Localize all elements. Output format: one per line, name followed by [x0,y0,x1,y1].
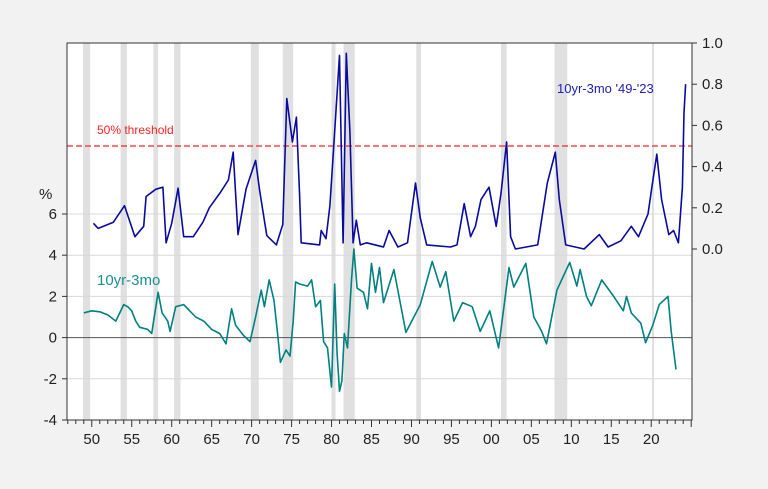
left-axis-tick-label: 4 [49,247,57,264]
recession-band [331,43,336,420]
plot-area [67,43,692,420]
x-axis-tick-label: 90 [403,431,420,448]
recession-band [343,43,355,420]
recession-band [416,43,422,420]
x-axis-tick-label: 20 [643,431,660,448]
recession-bands [82,43,655,420]
recession-band [652,43,655,420]
left-axis-tick-label: -2 [44,371,57,388]
x-axis-tick-label: 15 [603,431,620,448]
recession-band [153,43,159,420]
x-axis-tick-label: 05 [523,431,540,448]
x-axis-tick-label: 65 [203,431,220,448]
x-axis-tick-label: 95 [443,431,460,448]
recession-band [282,43,294,420]
x-axis-tick-label: 75 [283,431,300,448]
probability-line [92,52,687,250]
right-axis-tick-label: 0.8 [702,76,723,93]
x-axis-tick-label: 10 [563,431,580,448]
threshold-label: 50% threshold [97,123,174,137]
recession-band [500,43,507,420]
x-axis-tick-label: 00 [483,431,500,448]
x-axis-tick-label: 50 [83,431,100,448]
x-axis-tick-label: 70 [243,431,260,448]
series-lines [83,52,687,393]
recession-band [120,43,127,420]
left-axis-tick-label: 0 [49,330,57,347]
spread-line [83,248,677,393]
right-axis-tick-label: 0.4 [702,159,723,176]
x-axis-tick-label: 60 [163,431,180,448]
right-axis-tick-label: 0.0 [702,241,723,258]
x-axis-tick-label: 85 [363,431,380,448]
right-axis-tick-label: 1.0 [702,35,723,52]
left-axis-tick-label: 2 [49,288,57,305]
series-label-spread: 10yr-3mo [97,272,160,289]
left-axis-tick-label: -4 [44,412,57,429]
gridlines [67,145,692,380]
right-axis-tick-label: 0.6 [702,117,723,134]
right-axis-tick-label: 0.2 [702,200,723,217]
recession-band [82,43,91,420]
recession-band [554,43,568,420]
recession-band [174,43,181,420]
left-axis-unit-label: % [39,186,52,203]
left-axis-tick-label: 6 [49,206,57,223]
x-axis-tick-label: 55 [123,431,140,448]
x-axis-tick-label: 80 [323,431,340,448]
series-label-probability: 10yr-3mo '49-'23 [557,81,654,96]
recession-band [250,43,259,420]
